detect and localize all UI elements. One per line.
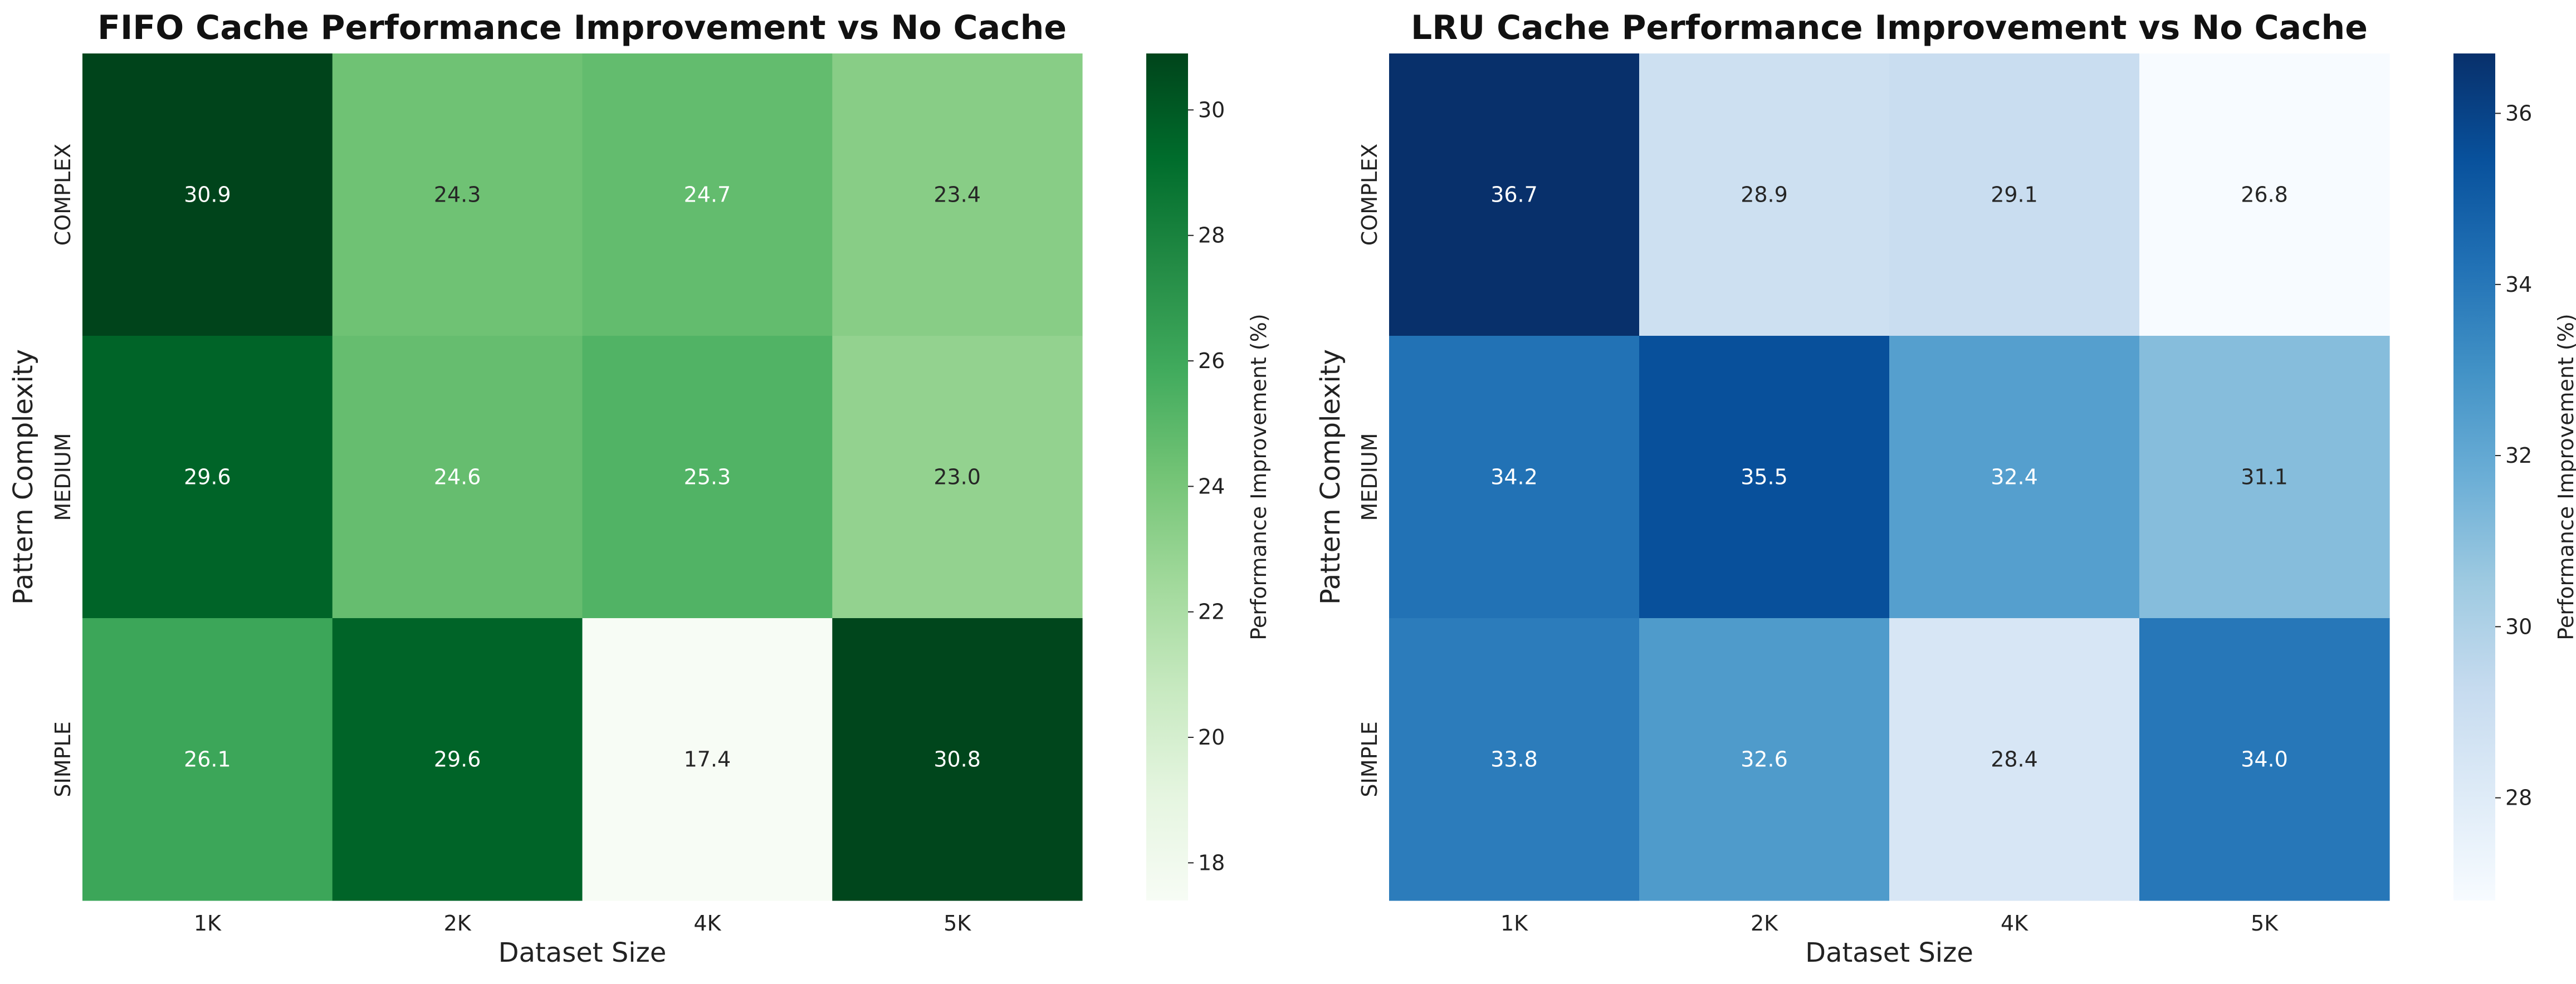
x-tick-label: 1K [1500, 911, 1528, 936]
cell-value-label: 29.6 [184, 465, 231, 489]
heatmap-cell [332, 336, 583, 619]
heatmap-cell [1389, 618, 1640, 901]
cell-value-label: 34.2 [1490, 465, 1538, 489]
y-axis-label: Pattern Complexity [1315, 349, 1346, 605]
heatmap-cell [582, 336, 833, 619]
y-tick-label: SIMPLE [1357, 721, 1382, 797]
heatmap-cell [1889, 53, 2140, 336]
cell-value-label: 23.4 [933, 183, 981, 207]
colorbar-tick-label: 30 [2505, 614, 2532, 639]
heatmap-cell [332, 53, 583, 336]
x-tick-label: 5K [2251, 911, 2279, 936]
y-tick-label: COMPLEX [1357, 144, 1382, 246]
heatmap-panel-2: LRU Cache Performance Improvement vs No … [1315, 8, 2576, 968]
heatmap-cell [82, 336, 333, 619]
x-tick-label: 4K [2001, 911, 2028, 936]
heatmap-cell [582, 53, 833, 336]
heatmap-cell [1639, 618, 1890, 901]
x-tick-label: 4K [693, 911, 721, 936]
cell-value-label: 29.1 [1991, 183, 2038, 207]
x-tick-label: 5K [944, 911, 971, 936]
heatmap-cell [832, 53, 1083, 336]
chart-title: LRU Cache Performance Improvement vs No … [1411, 8, 2368, 47]
colorbar [2453, 53, 2495, 900]
heatmap-cell [2139, 53, 2390, 336]
x-tick-label: 2K [444, 911, 472, 936]
heatmap-cell [832, 618, 1083, 901]
heatmap-cell [1389, 53, 1640, 336]
y-tick-label: SIMPLE [51, 721, 75, 797]
colorbar-tick-label: 22 [1198, 600, 1225, 624]
cell-value-label: 35.5 [1741, 465, 1788, 489]
y-axis-label: Pattern Complexity [8, 349, 39, 605]
colorbar-tick-label: 20 [1198, 725, 1225, 750]
heatmap-cell [82, 618, 333, 901]
x-tick-label: 2K [1751, 911, 1778, 936]
cell-value-label: 26.1 [184, 747, 231, 772]
heatmap-cell [1889, 618, 2140, 901]
colorbar-tick-label: 32 [2505, 443, 2532, 468]
colorbar-tick-label: 24 [1198, 474, 1225, 498]
heatmap-cell [82, 53, 333, 336]
cell-value-label: 24.3 [434, 183, 481, 207]
heatmap-panel-1: FIFO Cache Performance Improvement vs No… [8, 8, 1271, 968]
heatmap-cell [2139, 618, 2390, 901]
heatmap-cell [2139, 336, 2390, 619]
x-axis-label: Dataset Size [1805, 937, 1973, 968]
cell-value-label: 30.9 [184, 183, 231, 207]
cell-value-label: 29.6 [434, 747, 481, 772]
cell-value-label: 26.8 [2241, 183, 2288, 207]
y-tick-label: MEDIUM [1357, 433, 1382, 521]
cell-value-label: 34.0 [2241, 747, 2288, 772]
colorbar-tick-label: 30 [1198, 97, 1225, 122]
heatmap-cell [832, 336, 1083, 619]
cell-value-label: 31.1 [2241, 465, 2288, 489]
cell-value-label: 24.6 [434, 465, 481, 489]
cell-value-label: 36.7 [1490, 183, 1538, 207]
cell-value-label: 32.4 [1991, 465, 2038, 489]
chart-title: FIFO Cache Performance Improvement vs No… [97, 8, 1067, 47]
heatmap-cell [332, 618, 583, 901]
cell-value-label: 23.0 [933, 465, 981, 489]
y-tick-label: COMPLEX [51, 144, 75, 246]
cell-value-label: 28.4 [1991, 747, 2038, 772]
colorbar-tick-label: 28 [2505, 786, 2532, 810]
x-axis-label: Dataset Size [498, 937, 667, 968]
colorbar-tick-label: 18 [1198, 850, 1225, 875]
heatmap-cell [582, 618, 833, 901]
heatmap-cell [1639, 336, 1890, 619]
colorbar-tick-label: 26 [1198, 349, 1225, 373]
colorbar-label: Performance Improvement (%) [2554, 314, 2576, 640]
colorbar-label: Performance Improvement (%) [1247, 314, 1271, 640]
cell-value-label: 17.4 [684, 747, 731, 772]
cell-value-label: 30.8 [933, 747, 981, 772]
cell-value-label: 33.8 [1490, 747, 1538, 772]
heatmap-cell [1639, 53, 1890, 336]
colorbar-tick-label: 28 [1198, 223, 1225, 248]
y-tick-label: MEDIUM [51, 433, 75, 521]
cell-value-label: 25.3 [684, 465, 731, 489]
heatmap-cell [1889, 336, 2140, 619]
colorbar-tick-label: 34 [2505, 272, 2532, 297]
colorbar [1146, 53, 1188, 900]
cell-value-label: 28.9 [1741, 183, 1788, 207]
cell-value-label: 32.6 [1741, 747, 1788, 772]
x-tick-label: 1K [194, 911, 222, 936]
heatmap-cell [1389, 336, 1640, 619]
colorbar-tick-label: 36 [2505, 101, 2532, 126]
cell-value-label: 24.7 [684, 183, 731, 207]
